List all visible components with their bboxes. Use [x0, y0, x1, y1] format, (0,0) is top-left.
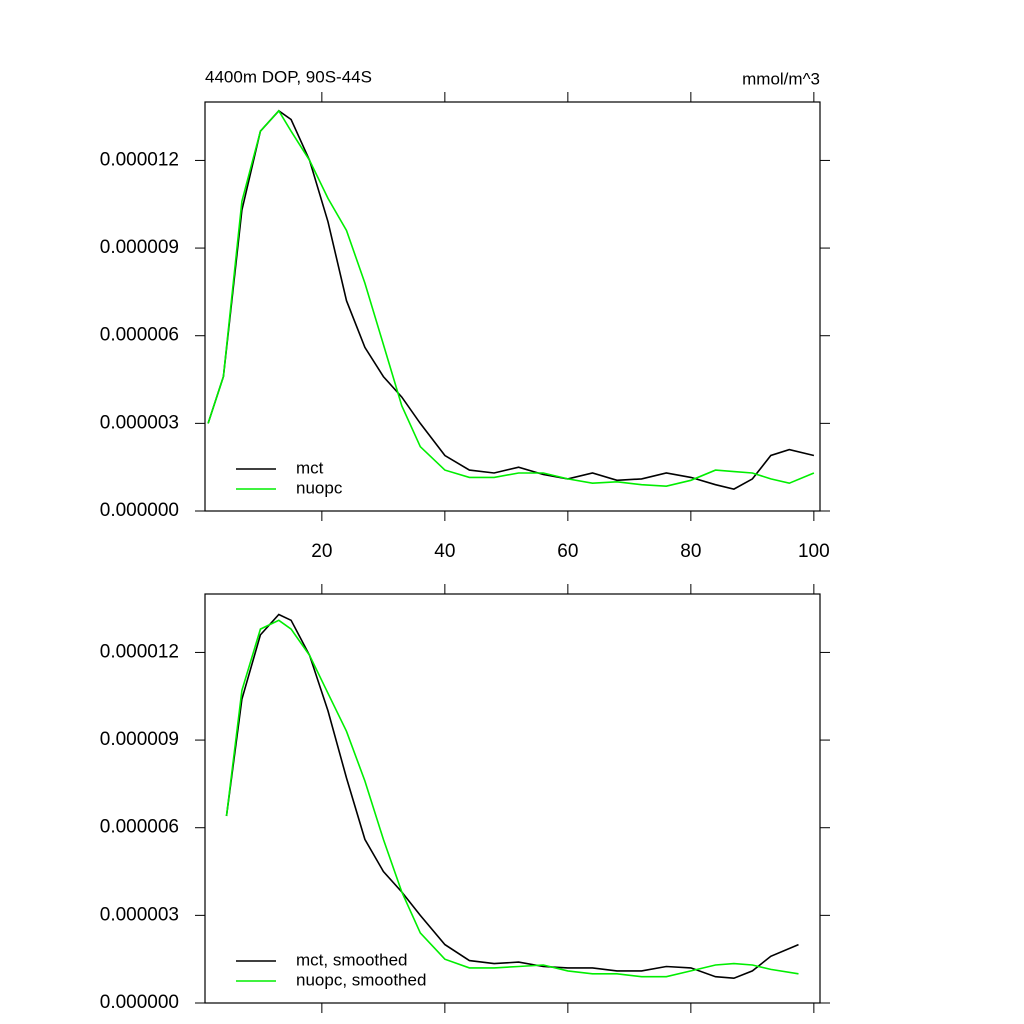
y-tick-label: 0.000000 — [100, 500, 179, 521]
x-tick-label: 80 — [680, 541, 701, 562]
y-tick-label: 0.000012 — [100, 149, 179, 170]
x-tick-label: 100 — [798, 541, 830, 562]
data-line — [207, 109, 815, 488]
data-line — [207, 109, 815, 490]
y-tick-label: 0.000006 — [100, 325, 179, 346]
legend-label: nuopc — [296, 478, 343, 497]
x-tick-label: 40 — [434, 541, 455, 562]
units-label: mmol/m^3 — [742, 69, 820, 88]
x-tick-label: 60 — [557, 541, 578, 562]
x-tick-label: 20 — [311, 541, 332, 562]
y-tick-label: 0.000000 — [100, 992, 179, 1013]
y-tick-label: 0.000009 — [100, 729, 179, 750]
legend-label: mct, smoothed — [296, 950, 408, 969]
y-tick-label: 0.000009 — [100, 237, 179, 258]
legend-label: nuopc, smoothed — [296, 970, 426, 989]
y-tick-label: 0.000006 — [100, 817, 179, 838]
y-tick-label: 0.000003 — [100, 904, 179, 925]
y-tick-label: 0.000012 — [100, 641, 179, 662]
legend-label: mct — [296, 458, 324, 477]
chart-title: 4400m DOP, 90S-44S — [205, 67, 372, 86]
y-tick-label: 0.000003 — [100, 412, 179, 433]
plot-frame — [204, 101, 821, 512]
data-line — [225, 619, 799, 978]
data-line — [225, 613, 799, 980]
plot-frame — [204, 593, 821, 1004]
